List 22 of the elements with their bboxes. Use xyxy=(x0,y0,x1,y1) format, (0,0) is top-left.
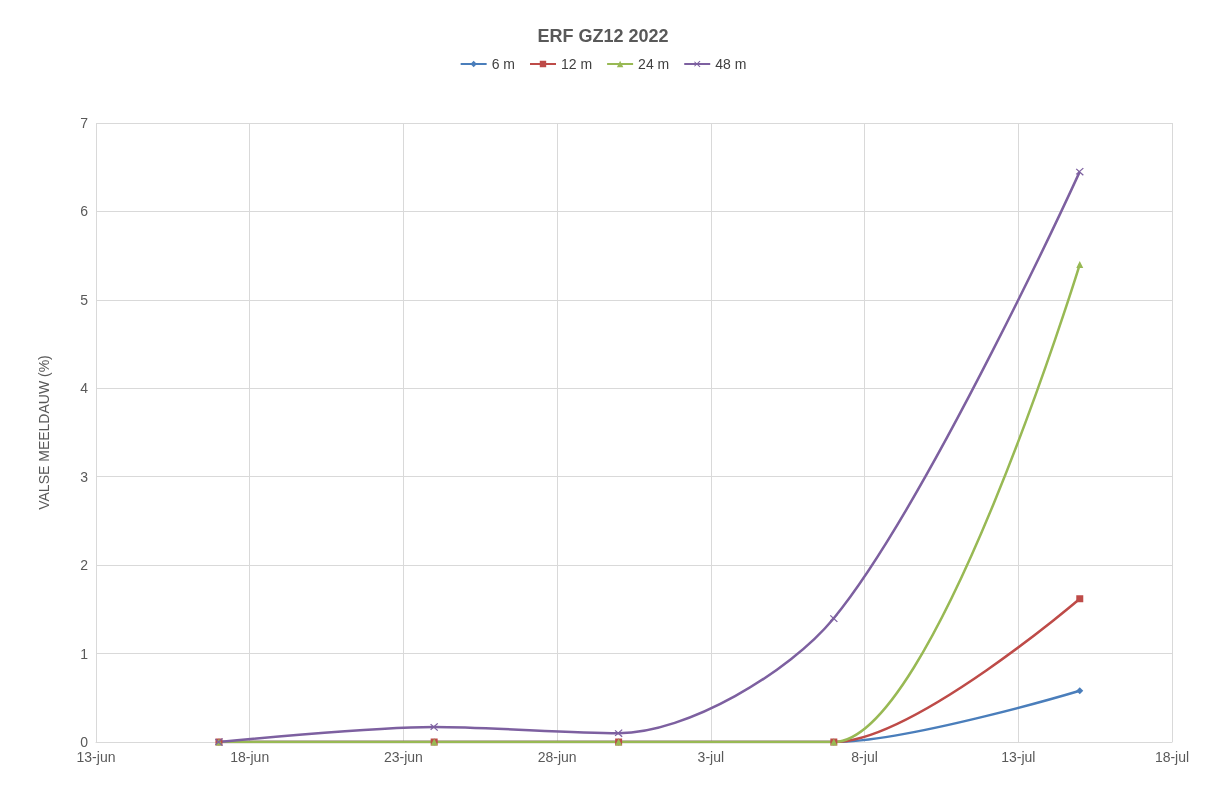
y-tick-label: 5 xyxy=(80,291,89,308)
legend-label: 24 m xyxy=(638,56,670,72)
x-tick-label: 8-jul xyxy=(851,749,878,765)
x-tick-label: 13-jun xyxy=(76,749,116,765)
chart-title: ERF GZ12 2022 xyxy=(537,26,669,46)
y-tick-label: 4 xyxy=(80,380,89,397)
y-tick-label: 1 xyxy=(80,645,89,662)
legend-label: 6 m xyxy=(491,56,515,72)
x-tick-label: 3-jul xyxy=(697,749,725,765)
x-tick-label: 13-jul xyxy=(1001,749,1036,765)
x-tick-label: 18-jun xyxy=(230,749,270,765)
legend-label: 48 m xyxy=(715,56,747,72)
x-tick-label: 18-jul xyxy=(1154,749,1190,765)
y-tick-label: 6 xyxy=(80,203,89,220)
y-axis-title: VALSE MEELDAUW (%) xyxy=(36,355,52,510)
x-tick-label: 28-jun xyxy=(537,749,577,765)
x-tick-label: 23-jun xyxy=(383,749,423,765)
y-tick-label: 3 xyxy=(80,468,89,485)
legend-label: 12 m xyxy=(560,56,593,72)
y-tick-label: 2 xyxy=(80,557,89,574)
y-tick-label: 0 xyxy=(80,734,89,750)
y-tick-label: 7 xyxy=(80,115,89,131)
